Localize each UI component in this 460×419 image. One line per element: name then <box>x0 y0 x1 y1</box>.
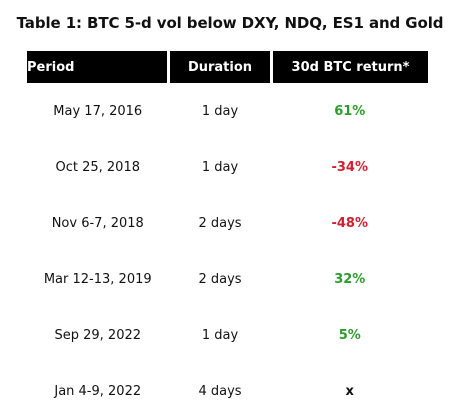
duration-cell: 1 day <box>201 103 239 119</box>
period-cell: Mar 12-13, 2019 <box>43 271 152 287</box>
return-cell: 5% <box>338 327 361 343</box>
duration-cell: 2 days <box>198 271 242 287</box>
duration-cell: 4 days <box>198 383 242 399</box>
table-row: Jan 4-9, 2022 4 days x <box>27 363 428 419</box>
table-header: Period Duration 30d BTC return* <box>27 51 428 83</box>
table-row: Sep 29, 2022 1 day 5% <box>27 307 428 363</box>
header-btc-return: 30d BTC return* <box>271 51 428 83</box>
period-cell: Oct 25, 2018 <box>55 159 141 175</box>
table-body: May 17, 2016 1 day 61% Oct 25, 2018 1 da… <box>27 83 428 419</box>
return-cell: -48% <box>331 215 368 231</box>
header-duration: Duration <box>168 51 273 83</box>
header-row: Period Duration 30d BTC return* <box>27 51 428 83</box>
period-cell: Jan 4-9, 2022 <box>54 383 142 399</box>
duration-cell: 1 day <box>201 159 239 175</box>
return-cell: -34% <box>331 159 368 175</box>
duration-cell: 1 day <box>201 327 239 343</box>
period-cell: Sep 29, 2022 <box>54 327 142 343</box>
table-row: May 17, 2016 1 day 61% <box>27 83 428 139</box>
table-row: Oct 25, 2018 1 day -34% <box>27 139 428 195</box>
header-period: Period <box>27 51 170 83</box>
period-cell: May 17, 2016 <box>53 103 143 119</box>
table-title: Table 1: BTC 5-d vol below DXY, NDQ, ES1… <box>16 14 444 32</box>
period-cell: Nov 6-7, 2018 <box>51 215 144 231</box>
return-cell: 32% <box>334 271 366 287</box>
table-row: Mar 12-13, 2019 2 days 32% <box>27 251 428 307</box>
duration-cell: 2 days <box>198 215 242 231</box>
table-row: Nov 6-7, 2018 2 days -48% <box>27 195 428 251</box>
return-cell: 61% <box>334 103 366 119</box>
btc-volatility-table: Period Duration 30d BTC return* May 17, … <box>27 51 428 419</box>
return-cell: x <box>345 383 354 399</box>
